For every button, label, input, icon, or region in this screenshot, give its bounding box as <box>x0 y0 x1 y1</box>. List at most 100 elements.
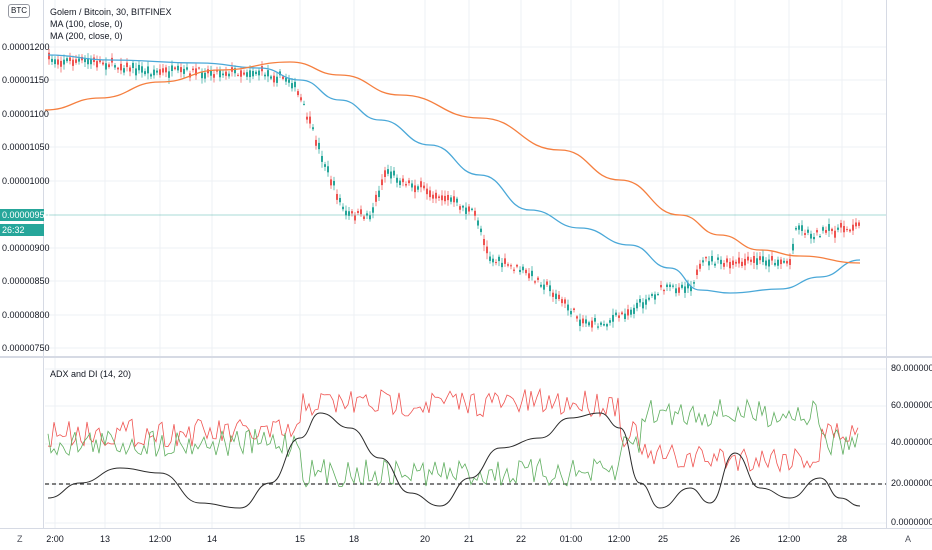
ma100-line <box>47 54 861 294</box>
candle <box>102 62 104 65</box>
candle <box>498 256 500 262</box>
candle <box>357 211 359 213</box>
candle <box>633 307 635 314</box>
candle <box>777 259 779 266</box>
candle <box>51 58 53 62</box>
candle <box>390 171 392 179</box>
candle <box>795 227 797 230</box>
candle <box>834 230 836 238</box>
time-axis[interactable]: Z 2:00 13 12:00 14 15 18 20 21 22 01:00 … <box>0 528 932 550</box>
candle <box>780 259 782 265</box>
adx-pane[interactable]: 80.00000000 60.00000000 40.00000000 20.0… <box>0 358 932 528</box>
candle <box>318 142 320 150</box>
candle <box>258 70 260 76</box>
candle <box>294 81 296 88</box>
candle <box>405 183 407 186</box>
candle <box>114 65 116 68</box>
candle <box>564 299 566 304</box>
candle <box>552 292 554 297</box>
candle <box>846 229 848 231</box>
adx-legend[interactable]: ADX and DI (14, 20) <box>50 369 132 379</box>
candle <box>744 258 746 266</box>
candle <box>588 322 590 326</box>
candle <box>597 326 599 328</box>
candle <box>411 183 413 188</box>
candle <box>594 317 596 322</box>
auto-scale-toggle[interactable]: A <box>905 534 912 544</box>
candle <box>840 222 842 228</box>
candle <box>84 57 86 63</box>
candle <box>558 294 560 299</box>
candle <box>159 69 161 75</box>
price-axis[interactable]: BTC 0.00001200 0.00001150 0.00001100 0.0… <box>0 0 50 358</box>
candle <box>756 258 758 265</box>
current-price-badge: 0.00000950 <box>0 209 50 221</box>
candle <box>60 60 62 67</box>
candle <box>690 285 692 292</box>
price-chart-pane[interactable]: BTC 0.00001200 0.00001150 0.00001100 0.0… <box>0 0 932 358</box>
candle <box>336 193 338 200</box>
candle <box>408 180 410 184</box>
candle <box>786 260 788 264</box>
candle <box>660 284 662 288</box>
time-tick: 2:00 <box>46 534 64 544</box>
symbol-title[interactable]: Golem / Bitcoin, 30, BITFINEX <box>50 7 172 17</box>
ma100-legend[interactable]: MA (100, close, 0) <box>50 19 123 29</box>
candle <box>90 59 92 65</box>
candle <box>672 285 674 287</box>
candle <box>600 322 602 325</box>
candle <box>162 68 164 73</box>
candle <box>720 259 722 265</box>
candle <box>792 243 794 251</box>
candle <box>789 259 791 265</box>
candle <box>444 195 446 202</box>
candle <box>342 206 344 210</box>
timezone-corner[interactable]: Z <box>17 534 23 544</box>
candle <box>414 185 416 193</box>
symbol-badge[interactable]: BTC <box>8 4 30 18</box>
adx-tick: 60.00000000 <box>891 400 932 410</box>
price-tick: 0.00001050 <box>2 142 50 152</box>
right-price-axis[interactable] <box>886 0 932 358</box>
candle <box>177 65 179 71</box>
candle <box>183 68 185 74</box>
candle <box>267 70 269 77</box>
time-tick: 15 <box>294 534 306 544</box>
candle <box>66 58 68 62</box>
candle <box>609 320 611 323</box>
candle <box>555 293 557 300</box>
candle <box>657 293 659 295</box>
candle <box>645 299 647 305</box>
candle <box>849 229 851 232</box>
price-tick: 0.00001000 <box>2 176 50 186</box>
price-chart-canvas[interactable] <box>0 0 932 358</box>
adx-line <box>47 412 861 509</box>
candle <box>300 97 302 101</box>
candle <box>492 258 494 263</box>
pane-divider[interactable] <box>0 356 932 359</box>
time-tick: 14 <box>206 534 218 544</box>
candle <box>180 67 182 73</box>
candle <box>270 76 272 79</box>
di-plus-line <box>47 398 859 488</box>
candle <box>96 61 98 68</box>
candle <box>813 236 815 240</box>
candle <box>312 127 314 130</box>
candle <box>510 265 512 267</box>
candle <box>504 258 506 264</box>
candle <box>753 255 755 263</box>
adx-left-axis[interactable] <box>0 358 44 528</box>
candle <box>714 263 716 266</box>
ma200-legend[interactable]: MA (200, close, 0) <box>50 31 123 41</box>
candle <box>693 282 695 284</box>
candle <box>48 52 50 60</box>
candle <box>801 225 803 232</box>
candle <box>381 179 383 186</box>
candle <box>546 281 548 285</box>
adx-axis[interactable]: 80.00000000 60.00000000 40.00000000 20.0… <box>886 358 932 528</box>
candle <box>426 188 428 195</box>
adx-canvas[interactable] <box>0 358 932 528</box>
candle <box>186 67 188 70</box>
price-tick: 0.00000900 <box>2 243 50 253</box>
candle <box>582 318 584 324</box>
